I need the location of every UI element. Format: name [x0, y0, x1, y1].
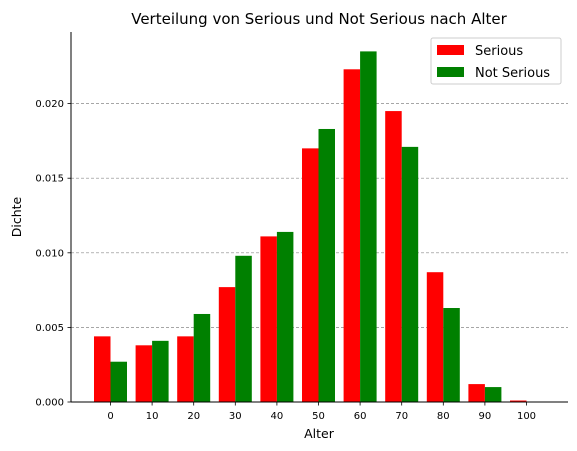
y-tick-label: 0.015 [35, 174, 64, 185]
bar-serious [136, 345, 153, 402]
bar-serious [302, 148, 319, 402]
y-tick-label: 0.020 [35, 99, 64, 110]
x-ticks: 0 10 20 30 40 50 60 70 80 90 100 [107, 402, 536, 422]
legend-label-not-serious: Not Serious [475, 66, 550, 81]
bars [94, 51, 527, 402]
bar-not-serious [319, 129, 336, 402]
x-tick-label: 30 [229, 411, 242, 422]
y-tick-label: 0.005 [35, 323, 64, 334]
x-tick-label: 80 [437, 411, 450, 422]
x-tick-label: 60 [354, 411, 367, 422]
x-axis-label: Alter [304, 426, 335, 441]
bar-serious [344, 69, 361, 402]
bar-not-serious [402, 147, 419, 402]
bar-not-serious [360, 51, 377, 402]
y-tick-label: 0.010 [35, 248, 64, 259]
bar-serious [177, 336, 194, 402]
legend-label-serious: Serious [475, 44, 523, 59]
bar-serious [260, 236, 277, 402]
x-tick-label: 10 [146, 411, 159, 422]
bar-not-serious [235, 256, 252, 402]
x-tick-label: 50 [312, 411, 325, 422]
legend: Serious Not Serious [431, 38, 561, 84]
bar-not-serious [277, 232, 294, 402]
x-tick-label: 70 [395, 411, 408, 422]
x-tick-label: 40 [271, 411, 284, 422]
legend-swatch-serious [437, 45, 464, 55]
y-axis-label: Dichte [9, 196, 24, 237]
x-tick-label: 20 [187, 411, 200, 422]
chart-title: Verteilung von Serious und Not Serious n… [131, 10, 507, 28]
bar-not-serious [152, 341, 169, 402]
y-ticks: 0.000 0.005 0.010 0.015 0.020 [35, 99, 71, 408]
x-tick-label: 100 [517, 411, 536, 422]
x-tick-label: 90 [479, 411, 492, 422]
bar-not-serious [443, 308, 460, 402]
bar-serious [219, 287, 236, 402]
bar-serious [427, 272, 444, 402]
x-tick-label: 0 [107, 411, 113, 422]
bar-not-serious [194, 314, 211, 402]
bar-not-serious [111, 362, 128, 402]
bar-serious [94, 336, 111, 402]
bar-serious [468, 384, 485, 402]
bar-serious [385, 111, 402, 402]
y-tick-label: 0.000 [35, 398, 64, 409]
legend-swatch-not-serious [437, 67, 464, 77]
bar-not-serious [485, 387, 502, 402]
